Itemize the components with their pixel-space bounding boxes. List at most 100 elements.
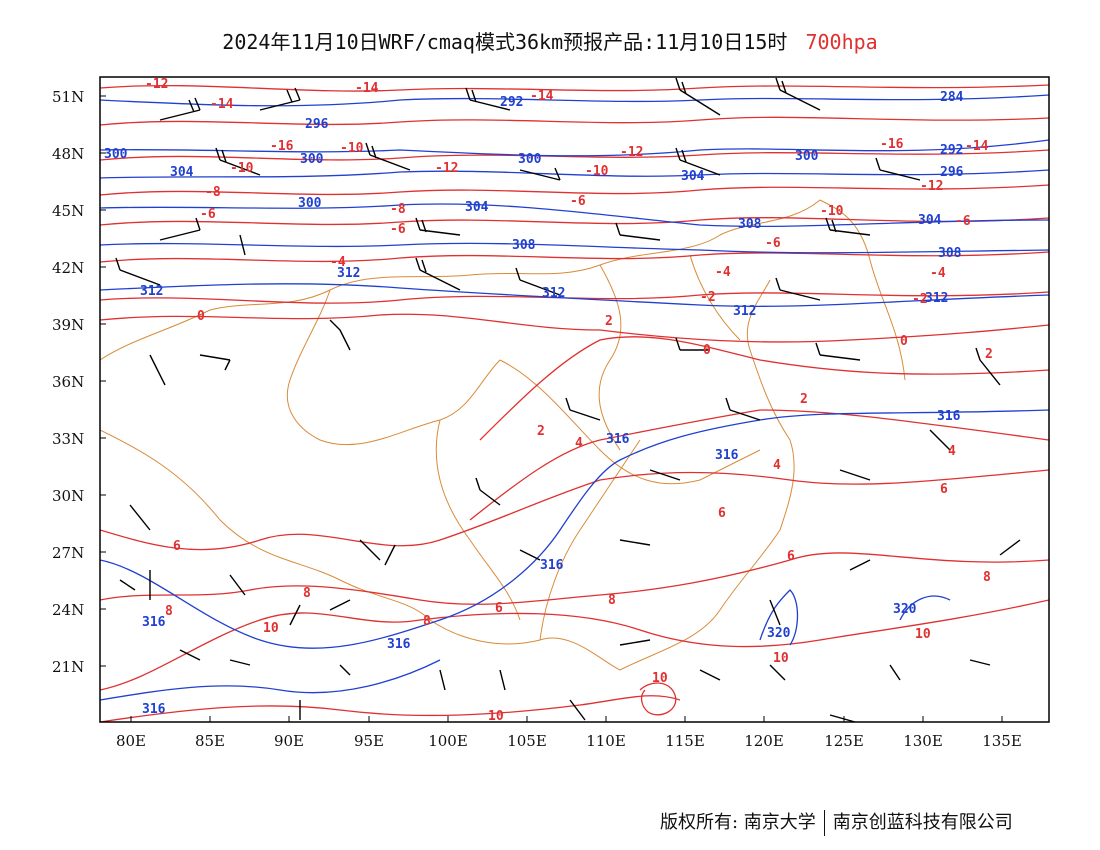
temp-label: 4 xyxy=(575,436,583,451)
height-label: 316 xyxy=(715,448,739,463)
height-label: 312 xyxy=(733,304,756,319)
lon-tick-marks xyxy=(130,716,1003,722)
map-title: 2024年11月10日WRF/cmaq模式36km预报产品:11月10日15时 … xyxy=(0,26,1100,55)
height-label: 312 xyxy=(542,286,565,301)
temp-label: -6 xyxy=(570,194,586,209)
lon-tick-label: 130E xyxy=(903,732,943,750)
temp-label: 10 xyxy=(263,621,279,636)
temp-label: -12 xyxy=(435,161,458,176)
isotherm-lines xyxy=(100,84,1049,722)
lat-tick-label: 42N xyxy=(52,259,84,277)
temp-label: -4 xyxy=(930,266,946,281)
temp-label: -6 xyxy=(200,207,216,222)
temp-label: 2 xyxy=(985,347,993,362)
temp-label: 10 xyxy=(915,627,931,642)
lat-tick-label: 24N xyxy=(52,601,84,619)
height-label: 284 xyxy=(940,90,964,105)
temp-label: 10 xyxy=(773,651,789,666)
height-label: 304 xyxy=(918,213,942,228)
temp-label: -6 xyxy=(390,222,406,237)
height-label: 304 xyxy=(465,200,489,215)
height-label: 316 xyxy=(937,409,961,424)
height-label: 316 xyxy=(142,615,166,630)
temp-label: 2 xyxy=(605,314,613,329)
temp-label: -8 xyxy=(205,185,221,200)
temp-label: -10 xyxy=(230,161,254,176)
temp-label: -12 xyxy=(920,179,943,194)
temp-label: 0 xyxy=(197,309,205,324)
temp-label: -14 xyxy=(965,139,989,154)
title-pressure-level: 700hpa xyxy=(805,30,878,54)
height-label: 320 xyxy=(893,602,917,617)
temp-label: -10 xyxy=(585,164,609,179)
lon-tick-label: 85E xyxy=(195,732,225,750)
temp-label: 8 xyxy=(608,593,616,608)
temp-label: 6 xyxy=(718,506,726,521)
height-label: 300 xyxy=(518,152,542,167)
temp-label: 6 xyxy=(940,482,948,497)
border-lines xyxy=(100,199,906,671)
lon-tick-label: 80E xyxy=(116,732,146,750)
copyright-text: 版权所有: 南京大学 xyxy=(660,812,816,833)
height-label: 312 xyxy=(337,266,360,281)
lat-tick-label: 36N xyxy=(52,373,84,391)
temp-label: -10 xyxy=(820,204,844,219)
temp-label: 8 xyxy=(983,570,991,585)
height-label: 316 xyxy=(142,702,166,717)
temp-label: 6 xyxy=(495,601,503,616)
temp-label: -14 xyxy=(355,81,379,96)
isotherm-labels: -12 -14 -14 -14 -16 -16 -14 -10 -12 -12 … xyxy=(145,77,993,724)
temp-label: 10 xyxy=(652,671,668,686)
temp-label: 6 xyxy=(787,549,795,564)
height-label: 304 xyxy=(681,169,705,184)
plot-frame xyxy=(99,76,1050,723)
temp-label: 8 xyxy=(303,586,311,601)
company-name: 南京创蓝科技有限公司 xyxy=(832,812,1013,833)
height-labels: 284 292 292 296 296 300 300 300 300 300 … xyxy=(104,90,964,717)
temp-label: -2 xyxy=(700,290,716,305)
temp-label: -14 xyxy=(210,97,234,112)
temp-label: 4 xyxy=(773,458,781,473)
lat-tick-label: 48N xyxy=(52,145,84,163)
temp-label: -12 xyxy=(620,145,643,160)
lon-tick-label: 120E xyxy=(744,732,784,750)
lon-tick-label: 90E xyxy=(274,732,304,750)
lat-tick-marks xyxy=(100,95,106,667)
plot-content: -12 -14 -14 -14 -16 -16 -14 -10 -12 -12 … xyxy=(100,77,1049,724)
lat-tick-label: 33N xyxy=(52,430,84,448)
temp-label: 8 xyxy=(423,614,431,629)
lon-tick-label: 100E xyxy=(428,732,468,750)
lat-tick-label: 30N xyxy=(52,487,84,505)
temp-label: -10 xyxy=(340,141,364,156)
temp-label: 6 xyxy=(173,539,181,554)
temp-label: 10 xyxy=(488,709,504,724)
footer-divider xyxy=(823,810,825,836)
temp-label: -16 xyxy=(270,139,294,154)
height-label: 292 xyxy=(500,95,523,110)
temp-label: 2 xyxy=(800,392,808,407)
temp-label: -6 xyxy=(955,214,971,229)
lat-tick-label: 27N xyxy=(52,544,84,562)
height-label: 316 xyxy=(606,432,630,447)
lat-axis: 51N 48N 45N 42N 39N 36N 33N 30N 27N 24N … xyxy=(52,88,106,676)
wind-barbs xyxy=(115,77,1021,722)
lon-tick-label: 95E xyxy=(354,732,384,750)
height-label: 316 xyxy=(387,637,411,652)
temp-label: 2 xyxy=(537,424,545,439)
temp-label: 8 xyxy=(165,604,173,619)
temp-label: -8 xyxy=(390,202,406,217)
height-label: 308 xyxy=(938,246,962,261)
temp-label: -4 xyxy=(330,255,346,270)
height-label: 300 xyxy=(298,196,322,211)
lat-tick-label: 45N xyxy=(52,202,84,220)
lon-tick-label: 110E xyxy=(586,732,626,750)
title-main: 2024年11月10日WRF/cmaq模式36km预报产品:11月10日15时 xyxy=(222,30,788,54)
temp-label: -16 xyxy=(880,137,904,152)
lon-axis: 80E 85E 90E 95E 100E 105E 110E 115E 120E… xyxy=(116,716,1022,750)
height-label: 300 xyxy=(795,149,819,164)
temp-label: -2 xyxy=(912,292,928,307)
height-label: 308 xyxy=(738,217,762,232)
lon-tick-label: 105E xyxy=(507,732,547,750)
temp-label: 0 xyxy=(900,334,908,349)
